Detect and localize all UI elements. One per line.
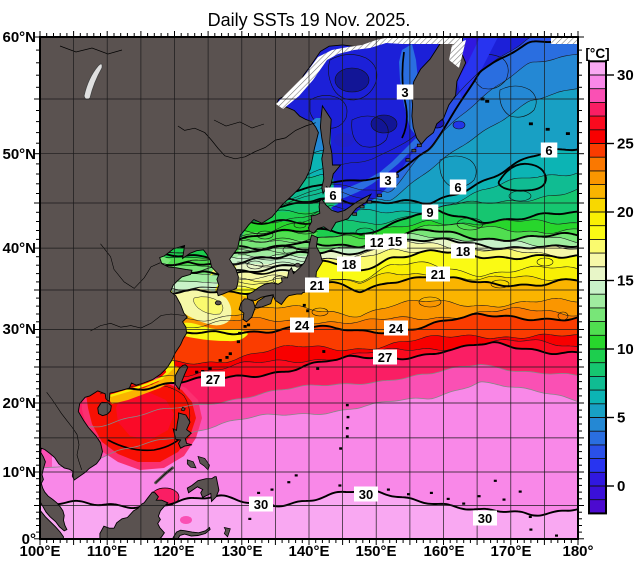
svg-text:6: 6 (329, 188, 336, 203)
svg-text:140°E: 140°E (288, 543, 329, 560)
svg-text:21: 21 (310, 278, 324, 293)
svg-text:40°N: 40°N (2, 240, 36, 257)
svg-text:27: 27 (378, 350, 392, 365)
svg-text:100°E: 100°E (19, 543, 60, 560)
svg-text:0: 0 (617, 478, 625, 495)
svg-text:0°: 0° (22, 531, 36, 548)
svg-text:15: 15 (388, 234, 402, 249)
svg-text:27: 27 (206, 372, 220, 387)
svg-text:20: 20 (617, 204, 634, 221)
svg-text:150°E: 150°E (355, 543, 396, 560)
svg-text:30: 30 (254, 497, 268, 512)
svg-text:15: 15 (617, 273, 634, 290)
svg-text:30: 30 (617, 67, 634, 84)
svg-text:50°N: 50°N (2, 146, 36, 163)
svg-text:160°E: 160°E (423, 543, 464, 560)
svg-text:180°: 180° (562, 543, 593, 560)
svg-text:3: 3 (384, 173, 391, 188)
svg-text:5: 5 (617, 410, 625, 427)
svg-text:Daily SSTs 19 Nov. 2025.: Daily SSTs 19 Nov. 2025. (208, 10, 411, 30)
svg-text:3: 3 (401, 85, 408, 100)
svg-text:25: 25 (617, 136, 634, 153)
svg-text:130°E: 130°E (221, 543, 262, 560)
svg-text:12: 12 (370, 235, 384, 250)
svg-text:18: 18 (456, 244, 470, 259)
svg-text:170°E: 170°E (490, 543, 531, 560)
svg-text:110°E: 110°E (87, 543, 127, 560)
svg-text:9: 9 (426, 205, 433, 220)
svg-text:30°N: 30°N (2, 321, 36, 338)
svg-text:6: 6 (454, 180, 461, 195)
svg-text:120°E: 120°E (153, 543, 194, 560)
svg-text:6: 6 (545, 143, 552, 158)
svg-text:60°N: 60°N (2, 29, 36, 46)
svg-text:20°N: 20°N (2, 395, 36, 412)
svg-text:30: 30 (359, 487, 373, 502)
svg-text:21: 21 (431, 267, 445, 282)
svg-text:24: 24 (295, 318, 310, 333)
svg-text:10: 10 (617, 341, 634, 358)
svg-text:30: 30 (478, 511, 492, 526)
svg-text:18: 18 (342, 257, 356, 272)
svg-text:10°N: 10°N (2, 464, 36, 481)
svg-text:24: 24 (389, 321, 404, 336)
svg-text:[°C]: [°C] (585, 46, 609, 61)
